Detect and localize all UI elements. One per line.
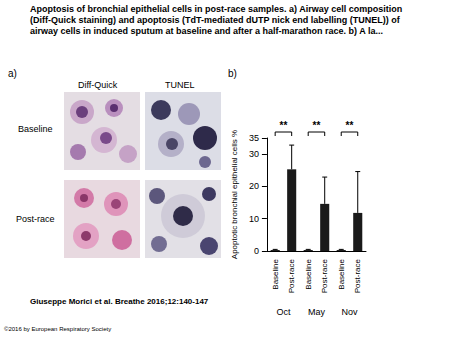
- svg-text:Oct: Oct: [276, 307, 291, 317]
- svg-text:**: **: [313, 120, 321, 131]
- svg-text:Nov: Nov: [341, 307, 358, 317]
- html-text:Baseline: Baseline: [18, 124, 53, 134]
- svg-text:35: 35: [249, 133, 259, 143]
- html-text:b): b): [228, 68, 237, 79]
- svg-text:Baseline: Baseline: [337, 258, 346, 289]
- svg-text:Post-race: Post-race: [287, 258, 296, 293]
- html-text:Giuseppe Morici et al. Breathe: Giuseppe Morici et al. Breathe 2016;12:1…: [30, 297, 209, 306]
- svg-text:10: 10: [249, 214, 259, 224]
- html-text:TUNEL: TUNEL: [165, 80, 195, 90]
- svg-text:Baseline: Baseline: [304, 258, 313, 289]
- svg-text:Post-race: Post-race: [353, 258, 362, 293]
- html-text:Apoptosis of bronchial epithel: Apoptosis of bronchial epithelial cells …: [30, 4, 403, 36]
- svg-text:30: 30: [249, 149, 259, 159]
- svg-text:Apoptotic bronchial epithelial: Apoptotic bronchial epithelial cells %: [230, 130, 239, 259]
- svg-text:0: 0: [254, 246, 259, 256]
- html-text:©2016 by European Respiratory: ©2016 by European Respiratory Society: [4, 326, 112, 332]
- html-text:Diff-Quick: Diff-Quick: [78, 80, 118, 90]
- svg-text:20: 20: [249, 181, 259, 191]
- svg-text:**: **: [346, 120, 354, 131]
- svg-text:Post-race: Post-race: [320, 258, 329, 293]
- html-text:a): a): [8, 68, 17, 79]
- html-text:Post-race: Post-race: [16, 214, 55, 224]
- svg-text:May: May: [308, 307, 326, 317]
- svg-text:Baseline: Baseline: [271, 258, 280, 289]
- svg-text:**: **: [280, 120, 288, 131]
